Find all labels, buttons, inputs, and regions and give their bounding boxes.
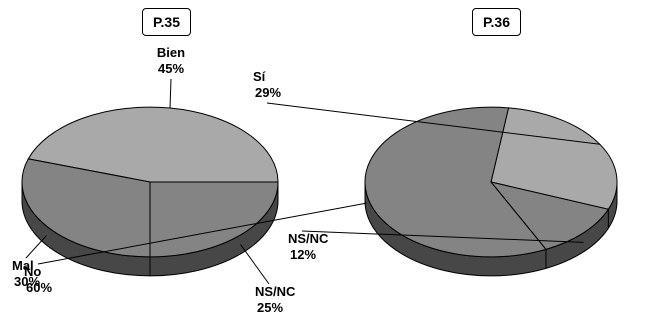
pie-leader-line [169, 78, 172, 109]
slice-value-label: 60% [26, 280, 52, 295]
pie-slice-ns-nc [149, 181, 279, 258]
chart-title: P.36 [472, 8, 521, 36]
slice-label: No [24, 264, 41, 279]
slice-label: Mal [12, 258, 34, 273]
pie-leader-line [240, 244, 270, 285]
pie-chart-p36: P.36 Sí 29% NS/NC 12% No 60% [24, 8, 666, 327]
pie-leader-line [25, 235, 47, 259]
slice-label: Bien [157, 45, 185, 60]
slice-label: NS/NC [288, 231, 329, 246]
slice-label: Sí [253, 69, 266, 84]
slice-value-label: 25% [257, 300, 283, 315]
pie-chart-p35: P.35 Bien 45% NS/NC 25% Mal 30% [0, 8, 330, 327]
pie-leader-line [301, 230, 584, 243]
chart-title: P.35 [142, 8, 191, 36]
pie-slice-mal [21, 158, 151, 258]
pie-leader-line [266, 102, 600, 145]
slice-label: NS/NC [255, 284, 296, 299]
slice-value-label: 29% [255, 85, 281, 100]
slice-value-label: 45% [158, 61, 184, 76]
pie-leader-line [37, 202, 367, 265]
pie-slice-no [364, 106, 547, 258]
slice-value-label: 30% [14, 274, 40, 289]
pie-slice-ns-nc [489, 181, 610, 250]
slice-value-label: 12% [290, 247, 316, 262]
pie-slice-bien [27, 106, 279, 183]
